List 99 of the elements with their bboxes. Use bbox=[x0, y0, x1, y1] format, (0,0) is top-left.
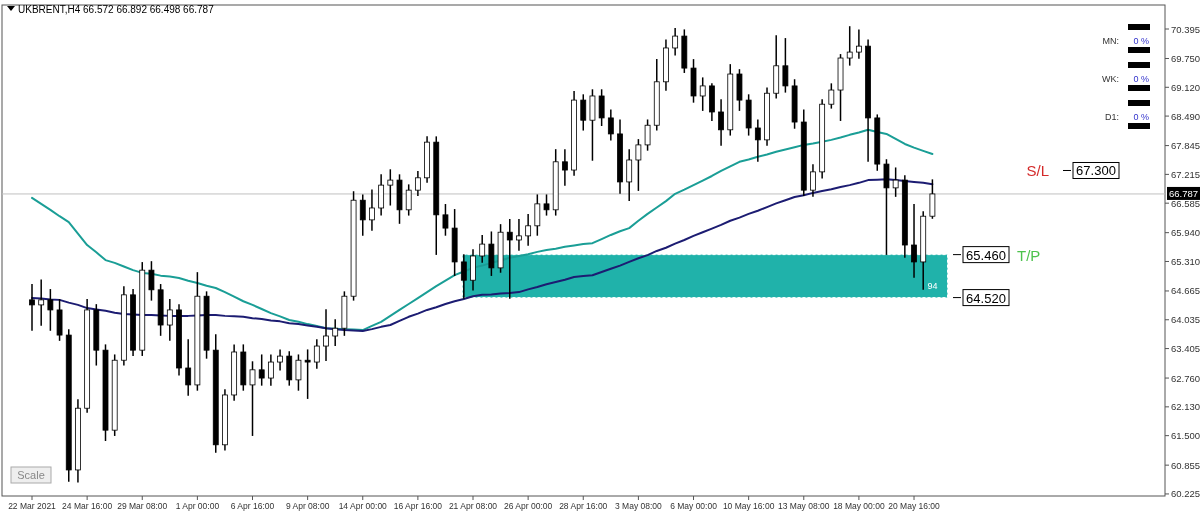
candlestick bbox=[267, 354, 274, 386]
x-tick-label: 9 Apr 08:00 bbox=[285, 501, 330, 511]
candlestick bbox=[359, 194, 366, 236]
candlestick bbox=[534, 194, 541, 236]
candlestick bbox=[323, 309, 329, 361]
candlestick bbox=[38, 279, 45, 326]
candlestick bbox=[672, 28, 679, 56]
y-tick-label: 61.500 bbox=[1171, 430, 1200, 442]
candlestick bbox=[414, 171, 421, 196]
candlestick bbox=[488, 231, 495, 276]
x-tick-label: 28 Apr 16:00 bbox=[559, 501, 608, 511]
x-tick-label: 29 Mar 08:00 bbox=[117, 501, 168, 511]
text: T/P bbox=[1017, 246, 1041, 264]
x-tick-label: 26 Apr 00:00 bbox=[504, 501, 553, 511]
x-tick-label: 18 May 00:00 bbox=[833, 501, 885, 511]
y-tick-label: 62.760 bbox=[1171, 372, 1200, 384]
x-tick-label: 16 Apr 16:00 bbox=[393, 501, 443, 511]
candlestick bbox=[387, 169, 394, 206]
candlestick bbox=[185, 339, 192, 396]
y-tick-label: 60.855 bbox=[1171, 459, 1200, 471]
text: S/L bbox=[1026, 162, 1049, 180]
candlestick bbox=[304, 349, 311, 399]
candlestick bbox=[277, 349, 283, 371]
chart-title: UKBRENT,H4 66.572 66.892 66.498 66.787 bbox=[18, 4, 215, 15]
candlestick bbox=[148, 261, 155, 301]
candlestick bbox=[892, 167, 899, 197]
x-tick-label: 20 May 16:00 bbox=[888, 501, 941, 511]
candlestick bbox=[47, 289, 54, 331]
text: MN: bbox=[1102, 36, 1119, 46]
candlestick bbox=[644, 119, 651, 151]
candlestick bbox=[525, 214, 532, 246]
candlestick bbox=[369, 189, 375, 231]
candlestick bbox=[249, 361, 256, 436]
y-tick-label: 66.585 bbox=[1171, 197, 1200, 209]
text: 0 % bbox=[1133, 112, 1149, 122]
candlestick bbox=[378, 174, 385, 216]
candlestick bbox=[29, 284, 35, 331]
y-tick-label: 65.940 bbox=[1171, 227, 1200, 239]
candlestick bbox=[911, 204, 917, 278]
candlestick bbox=[506, 219, 513, 299]
candlestick bbox=[598, 89, 605, 126]
candlestick bbox=[332, 319, 339, 346]
x-tick-label: 1 Apr 00:00 bbox=[175, 501, 220, 511]
y-tick-label: 64.035 bbox=[1171, 314, 1200, 326]
ref-line-label: 65.460 bbox=[966, 247, 1006, 263]
x-tick-label: 3 May 08:00 bbox=[615, 501, 663, 511]
ref-line-label: 66.787 bbox=[1169, 188, 1199, 200]
y-tick-label: 64.665 bbox=[1171, 285, 1200, 297]
y-tick-label: 69.750 bbox=[1171, 52, 1200, 64]
y-tick-label: 68.490 bbox=[1171, 110, 1200, 122]
candlestick bbox=[295, 354, 302, 391]
candlestick bbox=[626, 149, 633, 201]
candlestick bbox=[782, 38, 789, 93]
candlestick bbox=[405, 184, 412, 216]
candlestick bbox=[442, 204, 449, 236]
x-tick-label: 22 Mar 2021 bbox=[8, 501, 57, 511]
candlestick bbox=[718, 99, 724, 146]
candlestick bbox=[286, 351, 293, 386]
candlestick bbox=[929, 179, 936, 219]
x-tick-label: 14 Apr 00:00 bbox=[338, 501, 388, 511]
text: 0 % bbox=[1133, 36, 1149, 46]
ref-line-label: 64.520 bbox=[966, 290, 1006, 306]
candlestick bbox=[543, 194, 550, 216]
candlestick bbox=[810, 164, 816, 197]
ref-line-label: 67.300 bbox=[1076, 163, 1116, 179]
candlestick bbox=[516, 219, 522, 251]
candlestick bbox=[580, 94, 587, 131]
band-label: 94 bbox=[927, 280, 938, 291]
x-tick-label: 24 Mar 16:00 bbox=[62, 501, 113, 511]
x-tick-label: 6 May 00:00 bbox=[670, 501, 718, 511]
annotation: Scale bbox=[17, 469, 45, 481]
candlestick bbox=[166, 299, 173, 341]
y-tick-label: 67.845 bbox=[1171, 140, 1200, 152]
y-tick-label: 65.310 bbox=[1171, 255, 1200, 267]
candlestick bbox=[607, 109, 614, 141]
candlestick bbox=[699, 77, 706, 111]
candlestick bbox=[635, 139, 642, 191]
y-tick-label: 63.405 bbox=[1171, 343, 1200, 355]
candlestick bbox=[561, 149, 568, 186]
y-tick-label: 70.395 bbox=[1171, 23, 1200, 35]
y-tick-label: 60.225 bbox=[1171, 488, 1200, 500]
candlestick bbox=[258, 354, 265, 386]
x-tick-label: 6 Apr 16:00 bbox=[230, 501, 275, 511]
text: WK: bbox=[1102, 74, 1119, 84]
candlestick bbox=[754, 119, 761, 162]
text: D1: bbox=[1104, 112, 1119, 122]
x-tick-label: 21 Apr 08:00 bbox=[448, 501, 498, 511]
candlestick bbox=[856, 29, 862, 59]
x-tick-label: 10 May 16:00 bbox=[722, 501, 775, 511]
y-tick-label: 62.130 bbox=[1171, 401, 1200, 413]
text: 0 % bbox=[1133, 74, 1149, 84]
candlestick bbox=[846, 26, 853, 66]
candlestick bbox=[828, 83, 835, 109]
candlestick bbox=[460, 254, 467, 299]
x-tick-label: 13 May 08:00 bbox=[778, 501, 830, 511]
candlestick bbox=[313, 339, 320, 369]
y-tick-label: 67.215 bbox=[1171, 168, 1200, 180]
y-tick-label: 69.120 bbox=[1171, 81, 1200, 93]
candlestick bbox=[883, 159, 890, 255]
